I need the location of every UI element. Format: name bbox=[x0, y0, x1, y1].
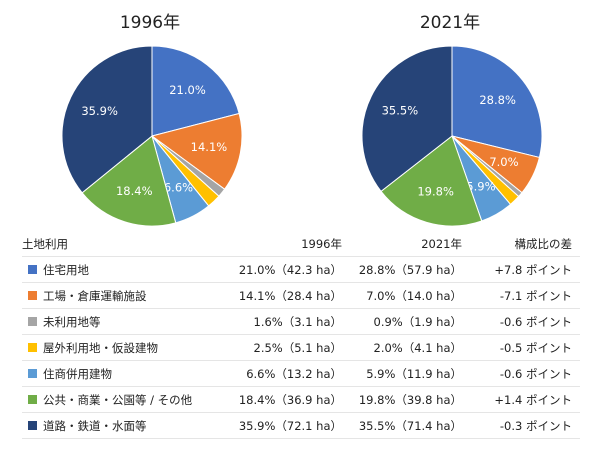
legend-swatch bbox=[28, 368, 37, 378]
header-1996: 1996年 bbox=[222, 232, 350, 257]
value-diff: -0.3 ポイント bbox=[470, 412, 580, 439]
legend-swatch bbox=[28, 316, 37, 326]
value-1996: 1.6%（3.1 ha） bbox=[222, 308, 350, 335]
value-1996: 18.4%（36.9 ha） bbox=[222, 386, 350, 413]
table-row: 公共・商業・公園等 / その他 18.4%（36.9 ha） 19.8%（39.… bbox=[22, 386, 580, 413]
value-2021: 0.9%（1.9 ha） bbox=[350, 308, 470, 335]
value-1996: 14.1%（28.4 ha） bbox=[222, 282, 350, 309]
value-diff: -0.6 ポイント bbox=[470, 308, 580, 335]
pie-slice-industrial bbox=[150, 112, 243, 190]
slice-label-public: 18.4% bbox=[116, 184, 153, 198]
value-2021: 7.0%（14.0 ha） bbox=[350, 282, 470, 309]
category-label: 住商併用建物 bbox=[43, 366, 112, 381]
value-2021: 19.8%（39.8 ha） bbox=[350, 386, 470, 413]
table-row: 工場・倉庫運輸施設 14.1%（28.4 ha） 7.0%（14.0 ha） -… bbox=[22, 282, 580, 309]
header-diff: 構成比の差 bbox=[470, 232, 580, 257]
pie-slice-roads bbox=[61, 45, 153, 194]
legend-swatch bbox=[28, 264, 37, 274]
table-row: 住宅用地 21.0%（42.3 ha） 28.8%（57.9 ha） +7.8 … bbox=[22, 256, 580, 283]
value-1996: 6.6%（13.2 ha） bbox=[222, 360, 350, 387]
slice-label-residential: 21.0% bbox=[169, 83, 206, 97]
pie-slice-public bbox=[380, 135, 483, 227]
value-1996: 35.9%（72.1 ha） bbox=[222, 412, 350, 439]
value-diff: +7.8 ポイント bbox=[470, 256, 580, 283]
legend-header-row: 土地利用 1996年 2021年 構成比の差 bbox=[22, 232, 580, 257]
table-row: 住商併用建物 6.6%（13.2 ha） 5.9%（11.9 ha） -0.6 … bbox=[22, 360, 580, 387]
slice-label-roads: 35.5% bbox=[382, 104, 419, 118]
legend-swatch bbox=[28, 290, 37, 300]
category-label: 屋外利用地・仮設建物 bbox=[43, 340, 158, 355]
pie-slice-residential bbox=[151, 45, 240, 137]
chart-title-1996: 1996年 bbox=[119, 13, 181, 33]
chart-title-2021: 2021年 bbox=[419, 13, 481, 33]
slice-label-residential: 28.8% bbox=[479, 93, 516, 107]
legend-swatch bbox=[28, 342, 37, 352]
pie-slice-public bbox=[81, 135, 177, 227]
pie-svg-1996: 21.0% 14.1% 6.6% 18.4% 35.9% bbox=[61, 45, 243, 227]
table-row: 道路・鉄道・水面等 35.9%（72.1 ha） 35.5%（71.4 ha） … bbox=[22, 412, 580, 439]
value-2021: 35.5%（71.4 ha） bbox=[350, 412, 470, 439]
table-row: 屋外利用地・仮設建物 2.5%（5.1 ha） 2.0%（4.1 ha） -0.… bbox=[22, 334, 580, 361]
slice-label-industrial: 14.1% bbox=[191, 140, 228, 154]
table-row: 未利用地等 1.6%（3.1 ha） 0.9%（1.9 ha） -0.6 ポイン… bbox=[22, 308, 580, 335]
pie-slice-residential bbox=[451, 45, 543, 159]
value-diff: -7.1 ポイント bbox=[470, 282, 580, 309]
slice-label-public: 19.8% bbox=[417, 185, 454, 199]
legend-table: 土地利用 1996年 2021年 構成比の差 住宅用地 21.0%（42.3 h… bbox=[22, 232, 580, 439]
value-1996: 2.5%（5.1 ha） bbox=[222, 334, 350, 361]
legend-swatch bbox=[28, 394, 37, 404]
value-diff: +1.4 ポイント bbox=[470, 386, 580, 413]
category-label: 公共・商業・公園等 / その他 bbox=[43, 392, 193, 407]
category-label: 住宅用地 bbox=[43, 262, 89, 277]
value-1996: 21.0%（42.3 ha） bbox=[222, 256, 350, 283]
slice-label-roads: 35.9% bbox=[81, 104, 118, 118]
slice-label-mixed: 5.9% bbox=[466, 179, 495, 193]
category-label: 未利用地等 bbox=[43, 314, 101, 329]
header-land-use: 土地利用 bbox=[22, 232, 222, 257]
category-label: 工場・倉庫運輸施設 bbox=[43, 288, 147, 303]
category-label: 道路・鉄道・水面等 bbox=[43, 418, 147, 433]
pie-chart-2021: 2021年 28.8% 7.0% 5.9% 19.8% 35.5% bbox=[300, 0, 600, 230]
slice-label-industrial: 7.0% bbox=[489, 155, 518, 169]
value-2021: 5.9%（11.9 ha） bbox=[350, 360, 470, 387]
pie-slice-roads bbox=[361, 45, 453, 193]
slice-label-mixed: 6.6% bbox=[164, 181, 193, 195]
legend-swatch bbox=[28, 420, 37, 430]
value-diff: -0.5 ポイント bbox=[470, 334, 580, 361]
header-2021: 2021年 bbox=[350, 232, 470, 257]
pie-svg-2021: 28.8% 7.0% 5.9% 19.8% 35.5% bbox=[361, 45, 543, 227]
value-2021: 2.0%（4.1 ha） bbox=[350, 334, 470, 361]
value-diff: -0.6 ポイント bbox=[470, 360, 580, 387]
pie-chart-1996: 1996年 21.0% 14.1% 6.6% 18.4% 35.9% bbox=[0, 0, 300, 230]
value-2021: 28.8%（57.9 ha） bbox=[350, 256, 470, 283]
